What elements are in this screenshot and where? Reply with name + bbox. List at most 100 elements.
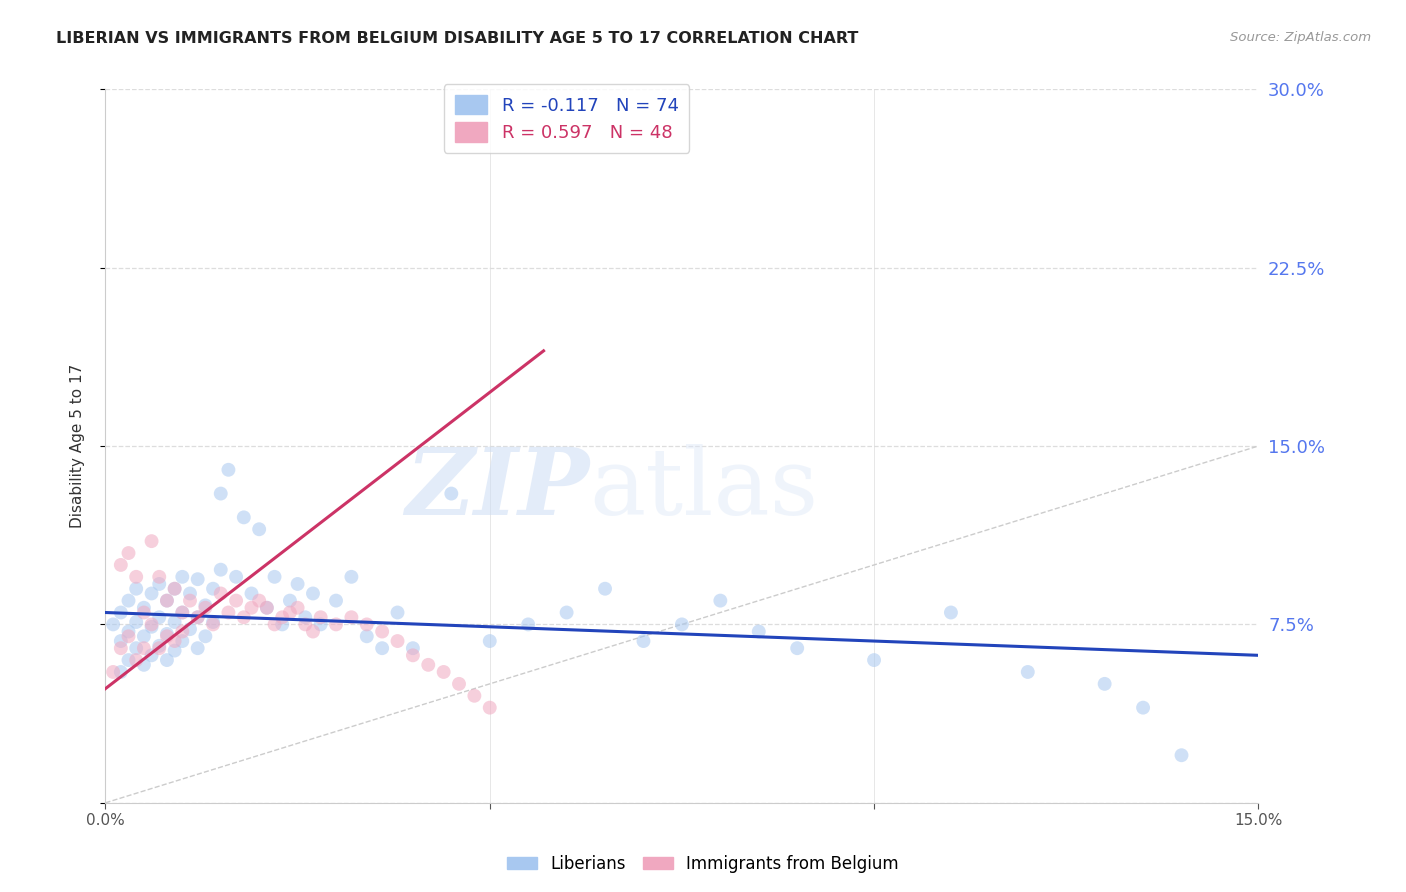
Point bbox=[202, 615, 225, 629]
Point bbox=[110, 641, 132, 656]
Point bbox=[440, 486, 463, 500]
Point bbox=[202, 617, 225, 632]
Point bbox=[302, 586, 325, 600]
Point bbox=[202, 582, 225, 596]
Point bbox=[148, 641, 170, 656]
Point bbox=[172, 634, 194, 648]
Point bbox=[1017, 665, 1039, 679]
Point bbox=[194, 629, 217, 643]
Point bbox=[232, 610, 254, 624]
Point bbox=[141, 534, 163, 549]
Point bbox=[117, 546, 139, 560]
Point bbox=[325, 617, 347, 632]
Point bbox=[125, 570, 148, 584]
Point bbox=[141, 586, 163, 600]
Point bbox=[1094, 677, 1116, 691]
Point bbox=[256, 600, 278, 615]
Point bbox=[132, 629, 155, 643]
Point bbox=[163, 582, 186, 596]
Point bbox=[356, 617, 378, 632]
Point bbox=[287, 600, 309, 615]
Point bbox=[117, 593, 139, 607]
Point bbox=[302, 624, 325, 639]
Point bbox=[194, 600, 217, 615]
Point bbox=[1170, 748, 1192, 763]
Point bbox=[141, 648, 163, 663]
Point bbox=[148, 639, 170, 653]
Point bbox=[163, 643, 186, 657]
Point bbox=[148, 570, 170, 584]
Point bbox=[172, 570, 194, 584]
Point bbox=[447, 677, 470, 691]
Point bbox=[194, 599, 217, 613]
Point bbox=[117, 653, 139, 667]
Point bbox=[110, 665, 132, 679]
Point bbox=[172, 606, 194, 620]
Point bbox=[156, 629, 179, 643]
Point bbox=[555, 606, 578, 620]
Y-axis label: Disability Age 5 to 17: Disability Age 5 to 17 bbox=[70, 364, 84, 528]
Point bbox=[278, 606, 301, 620]
Point bbox=[356, 629, 378, 643]
Point bbox=[110, 634, 132, 648]
Point bbox=[156, 653, 179, 667]
Point bbox=[187, 572, 209, 586]
Point bbox=[217, 463, 239, 477]
Point bbox=[256, 600, 278, 615]
Point bbox=[786, 641, 808, 656]
Point bbox=[125, 582, 148, 596]
Point bbox=[172, 624, 194, 639]
Point bbox=[156, 627, 179, 641]
Point bbox=[132, 600, 155, 615]
Point bbox=[148, 577, 170, 591]
Text: LIBERIAN VS IMMIGRANTS FROM BELGIUM DISABILITY AGE 5 TO 17 CORRELATION CHART: LIBERIAN VS IMMIGRANTS FROM BELGIUM DISA… bbox=[56, 31, 859, 46]
Point bbox=[340, 610, 363, 624]
Point bbox=[263, 617, 285, 632]
Point bbox=[225, 593, 247, 607]
Point bbox=[179, 593, 201, 607]
Point bbox=[309, 617, 332, 632]
Point bbox=[141, 617, 163, 632]
Point bbox=[141, 620, 163, 634]
Point bbox=[863, 653, 886, 667]
Point bbox=[418, 657, 440, 672]
Point bbox=[247, 593, 270, 607]
Point bbox=[209, 586, 232, 600]
Point bbox=[287, 577, 309, 591]
Point bbox=[187, 610, 209, 624]
Point bbox=[387, 634, 409, 648]
Point bbox=[340, 570, 363, 584]
Point bbox=[240, 586, 263, 600]
Point bbox=[179, 622, 201, 636]
Point bbox=[294, 617, 316, 632]
Point bbox=[179, 586, 201, 600]
Point bbox=[225, 570, 247, 584]
Point bbox=[433, 665, 456, 679]
Point bbox=[278, 593, 301, 607]
Text: atlas: atlas bbox=[589, 444, 818, 533]
Legend: Liberians, Immigrants from Belgium: Liberians, Immigrants from Belgium bbox=[501, 848, 905, 880]
Point bbox=[117, 624, 139, 639]
Point bbox=[163, 634, 186, 648]
Point bbox=[709, 593, 731, 607]
Point bbox=[402, 648, 425, 663]
Point bbox=[748, 624, 770, 639]
Point bbox=[209, 563, 232, 577]
Point bbox=[209, 486, 232, 500]
Point bbox=[478, 700, 501, 714]
Point bbox=[309, 610, 332, 624]
Point bbox=[187, 641, 209, 656]
Point bbox=[1132, 700, 1154, 714]
Point bbox=[132, 641, 155, 656]
Point bbox=[478, 634, 501, 648]
Point bbox=[125, 653, 148, 667]
Point bbox=[671, 617, 693, 632]
Point bbox=[132, 606, 155, 620]
Legend: R = -0.117   N = 74, R = 0.597   N = 48: R = -0.117 N = 74, R = 0.597 N = 48 bbox=[444, 84, 689, 153]
Point bbox=[125, 641, 148, 656]
Point bbox=[271, 617, 294, 632]
Point bbox=[294, 610, 316, 624]
Point bbox=[633, 634, 655, 648]
Point bbox=[247, 522, 270, 536]
Point bbox=[271, 610, 294, 624]
